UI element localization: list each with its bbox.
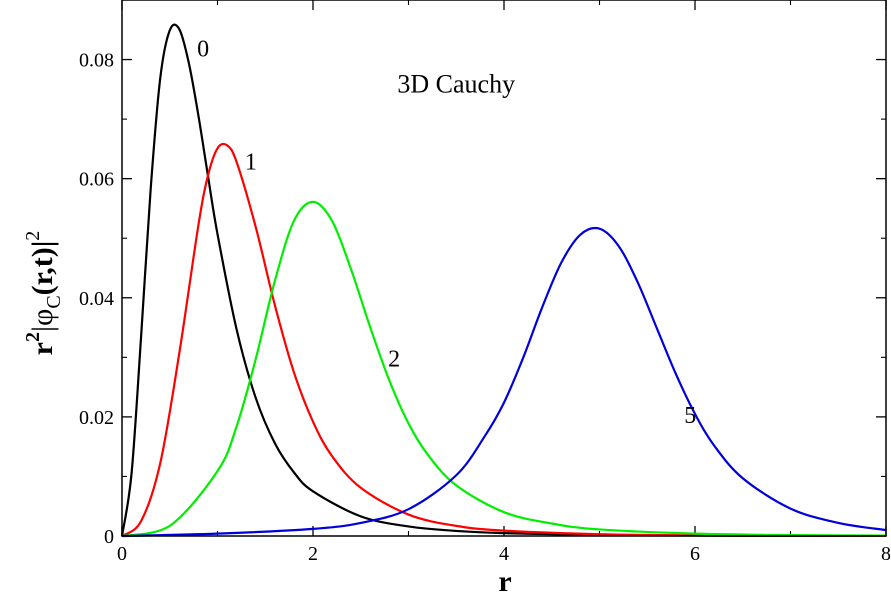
y-axis-title-sup1: 2 [22, 332, 44, 342]
y-axis-title-mid: |φ [26, 309, 59, 332]
y-axis-title-sup2: 2 [22, 231, 44, 241]
y-tick-label: 0 [104, 526, 114, 548]
series-group [120, 23, 887, 538]
x-tick-label: 8 [881, 543, 891, 565]
curve-label-5: 5 [684, 403, 696, 429]
series-line-1 [121, 142, 887, 537]
chart-title: 3D Cauchy [397, 69, 515, 98]
curve-label-1: 1 [245, 150, 257, 176]
x-tick-label: 4 [499, 543, 509, 565]
series-line-2 [121, 200, 887, 538]
y-axis-title: r2|φC(r,t)|2 [22, 231, 65, 356]
y-tick-label: 0.08 [79, 50, 114, 72]
x-axis-title: r [498, 565, 511, 594]
y-axis-title-base: r [26, 342, 59, 355]
plot-frame [121, 0, 887, 537]
x-tick-label: 6 [690, 543, 700, 565]
curve-label-0: 0 [197, 37, 209, 63]
curve-label-2: 2 [388, 346, 400, 372]
axis-tick-labels: 0 2 4 6 8 0 0.02 0.04 0.06 0.08 [79, 50, 891, 565]
x-tick-label: 0 [117, 543, 127, 565]
y-axis-title-arg: (r,t)| [26, 241, 59, 296]
series-line-5 [121, 226, 887, 538]
x-tick-label: 2 [308, 543, 318, 565]
curve-labels: 0 1 2 5 [197, 37, 696, 429]
y-tick-label: 0.04 [79, 288, 114, 310]
y-tick-label: 0.06 [79, 169, 114, 191]
series-line-0 [120, 23, 887, 538]
y-tick-label: 0.02 [79, 407, 114, 429]
y-axis-title-sub: C [43, 295, 65, 308]
